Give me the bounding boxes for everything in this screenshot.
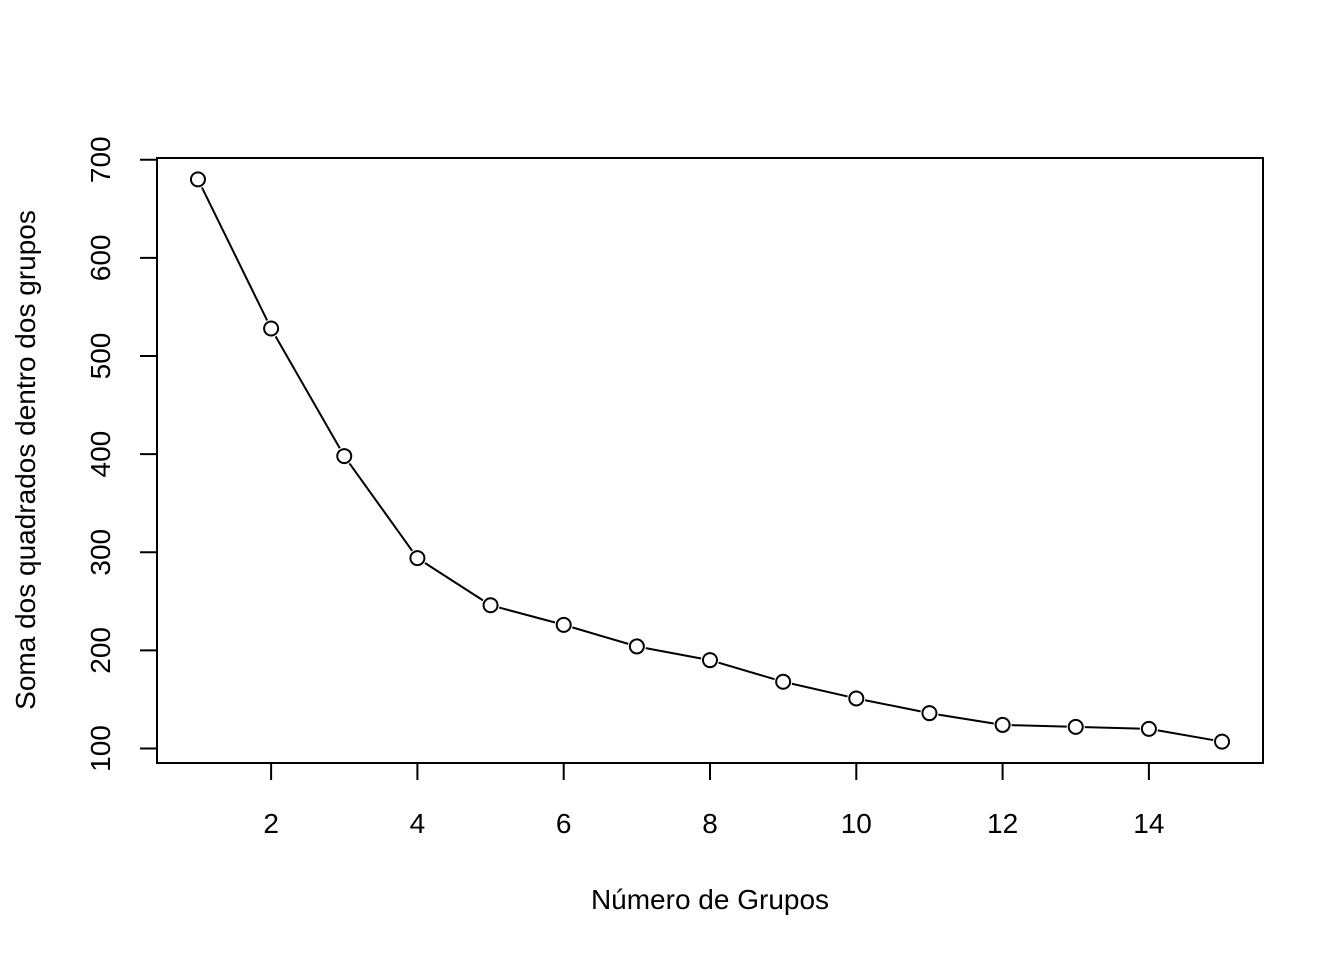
y-tick-label: 200 [85,627,116,674]
data-point [409,550,426,567]
series-line-segment [424,562,484,602]
x-tick-label: 14 [1133,808,1164,839]
data-point [189,171,206,188]
series-line-segment [274,335,341,449]
y-axis: 100 200 300 400 500 600 700 [85,136,158,772]
data-point [921,705,938,722]
series-line-segment [201,187,269,321]
y-tick-label: 300 [85,529,116,576]
y-tick-label: 500 [85,333,116,380]
series-line-segment [864,699,921,713]
x-axis-label: Número de Grupos [591,884,829,915]
x-tick-label: 10 [841,808,872,839]
x-tick-label: 2 [263,808,279,839]
series-line-segment [1011,724,1067,728]
y-tick-label: 100 [85,725,116,772]
x-tick-label: 6 [556,808,572,839]
series-line-segment [348,462,413,552]
x-tick-label: 8 [702,808,718,839]
series-line-segment [718,661,775,681]
series-line-layer [201,187,1214,742]
series-line-segment [938,713,994,725]
x-tick-label: 12 [987,808,1018,839]
data-point [1140,720,1157,737]
x-tick-label: 4 [410,808,426,839]
series-line-segment [645,647,702,660]
series-line-segment [572,626,629,645]
series-line-segment [498,606,556,624]
y-tick-label: 700 [85,136,116,183]
data-point [263,320,280,337]
data-point [1214,733,1231,750]
y-axis-label: Soma dos quadrados dentro dos grupos [10,210,41,710]
series-point-layer [189,171,1231,750]
data-point [702,652,718,669]
data-point [848,690,865,707]
data-point [628,638,645,655]
x-axis: 2 4 6 8 10 12 14 [263,762,1164,839]
series-line-segment [791,682,848,698]
series-line-segment [1084,726,1140,730]
y-tick-label: 600 [85,235,116,282]
data-point [775,673,792,690]
data-point [1067,718,1084,735]
y-tick-label: 400 [85,431,116,478]
plot-frame [156,157,1264,764]
series-line-segment [1157,729,1214,742]
data-point [555,616,572,633]
data-point [482,597,499,614]
data-point [994,716,1011,733]
data-point [336,448,353,465]
